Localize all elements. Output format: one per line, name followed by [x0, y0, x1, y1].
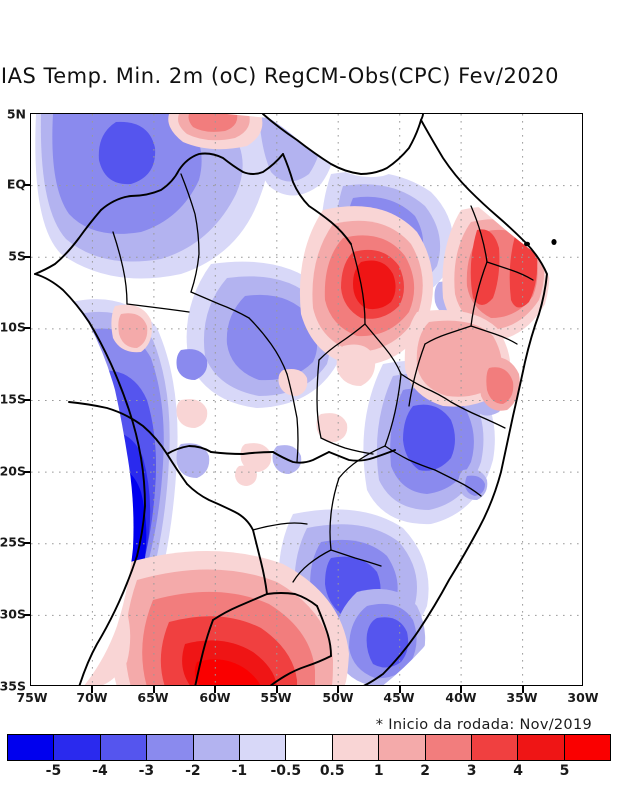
y-tick-label-35s: 35S: [0, 678, 26, 694]
colorbar-band-7: [332, 735, 380, 760]
x-tick-label-70w: 70W: [76, 690, 108, 705]
colorbar-band-2: [100, 735, 148, 760]
y-tick-mark: [24, 542, 31, 544]
colorbar-band-6: [286, 735, 333, 760]
x-tick-label-75w: 75W: [16, 690, 48, 705]
run-start-note: * Inicio da rodada: Nov/2019: [375, 717, 592, 733]
colorbar-tick-neg2: -2: [185, 763, 201, 779]
colorbar-band-9: [425, 735, 472, 760]
bias-field-raster: [31, 114, 582, 685]
colorbar-band-4: [193, 735, 240, 760]
map-gridlines: [31, 114, 582, 685]
colorbar-tick-2: 2: [420, 763, 431, 779]
x-tick-mark: [522, 686, 524, 693]
y-tick-mark: [24, 399, 31, 401]
y-tick-label-eq: EQ: [6, 176, 26, 192]
x-tick-mark: [399, 686, 401, 693]
colorbar-tick-neg4: -4: [92, 763, 108, 779]
y-tick-mark: [24, 471, 31, 473]
colorbar-band-0: [8, 735, 55, 760]
y-tick-mark: [24, 184, 31, 186]
colorbar-band-8: [379, 735, 426, 760]
island-markers: [524, 239, 557, 247]
x-tick-label-30w: 30W: [567, 690, 599, 705]
x-tick-label-40w: 40W: [445, 690, 477, 705]
country-borders: [34, 114, 548, 685]
x-tick-mark: [276, 686, 278, 693]
map-plot-area: [30, 113, 583, 686]
map-frame: [30, 113, 583, 686]
colorbar-tick-neg1: -1: [231, 763, 248, 779]
x-tick-mark: [153, 686, 155, 693]
colorbar-band-11: [518, 735, 565, 760]
figure-title: BIAS Temp. Min. 2m (oC) RegCM-Obs(CPC) F…: [0, 64, 559, 88]
y-tick-mark: [24, 327, 31, 329]
colorbar-tick-neg0_5: -0.5: [270, 763, 302, 779]
x-tick-label-45w: 45W: [383, 690, 415, 705]
y-tick-mark: [24, 614, 31, 616]
colorbar-band-1: [54, 735, 101, 760]
x-tick-label-50w: 50W: [322, 690, 354, 705]
colorbar-band-3: [147, 735, 194, 760]
y-tick-label-5s: 5S: [8, 248, 26, 264]
y-tick-label-5n: 5N: [6, 106, 26, 122]
x-tick-mark: [91, 686, 93, 693]
y-tick-label-10s: 10S: [0, 319, 26, 335]
x-tick-label-35w: 35W: [506, 690, 538, 705]
colorbar-tick-0_5: 0.5: [319, 763, 345, 779]
x-tick-mark: [460, 686, 462, 693]
y-tick-label-30s: 30S: [0, 606, 26, 622]
y-tick-label-25s: 25S: [0, 534, 26, 550]
colorbar: [7, 734, 611, 761]
colorbar-tick-5: 5: [559, 763, 570, 779]
x-tick-label-55w: 55W: [260, 690, 292, 705]
colorbar-tick-neg5: -5: [45, 763, 62, 779]
colorbar-tick-labels: -5 -4 -3 -2 -1 -0.5 0.5 1 2 3 4 5: [7, 763, 611, 783]
colorbar-tick-4: 4: [513, 763, 523, 779]
colorbar-tick-3: 3: [466, 763, 477, 779]
x-tick-mark: [337, 686, 339, 693]
x-tick-label-60w: 60W: [199, 690, 231, 705]
colorbar-band-10: [471, 735, 519, 760]
colorbar-tick-neg3: -3: [138, 763, 155, 779]
colorbar-band-5: [239, 735, 287, 760]
colorbar-band-12: [564, 735, 611, 760]
y-tick-label-15s: 15S: [0, 391, 26, 407]
x-tick-label-65w: 65W: [137, 690, 169, 705]
y-tick-mark: [24, 256, 31, 258]
x-tick-mark: [214, 686, 216, 693]
y-tick-label-20s: 20S: [0, 463, 26, 479]
colorbar-tick-1: 1: [373, 763, 384, 779]
